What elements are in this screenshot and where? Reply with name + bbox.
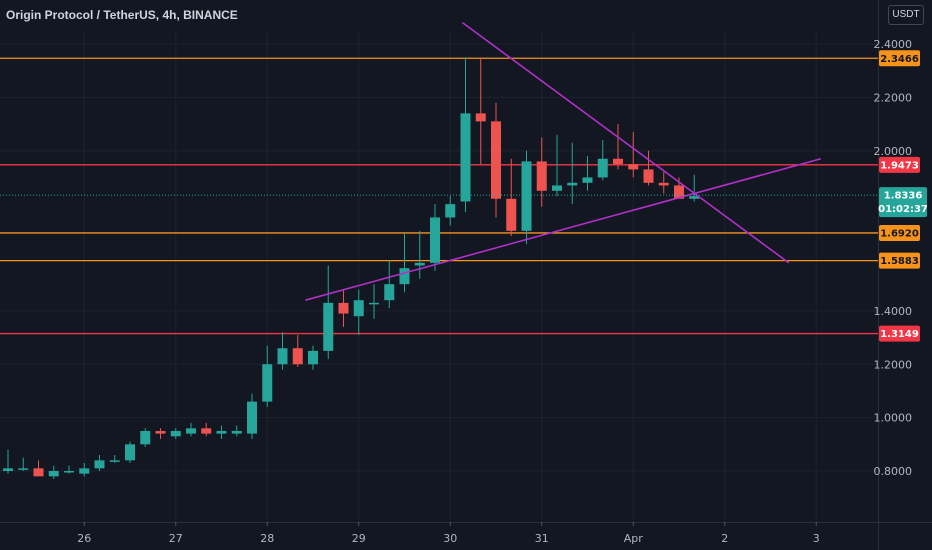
candle-body <box>475 113 486 122</box>
candle-body <box>64 471 74 473</box>
price-level-tag <box>879 224 920 241</box>
price-level-tag-label: 2.3466 <box>880 54 919 65</box>
candle-body <box>292 348 303 365</box>
candle-body <box>613 158 623 165</box>
candle-body <box>460 113 471 202</box>
candle-body <box>186 428 196 434</box>
candle-body <box>430 217 440 263</box>
currency-button[interactable]: USDT <box>888 5 924 25</box>
candle-body <box>491 121 501 199</box>
candle-body <box>170 430 181 437</box>
candle-body <box>414 262 425 266</box>
price-level-tag <box>879 50 920 67</box>
candle-body <box>231 430 242 434</box>
candle-body <box>277 348 288 365</box>
y-tick-label: 1.0000 <box>874 412 913 425</box>
y-tick-label: 1.4000 <box>874 305 913 318</box>
y-tick-label: 2.0000 <box>874 145 913 158</box>
candle-body <box>48 471 59 477</box>
candle-body <box>18 468 29 470</box>
candle-body <box>308 350 318 365</box>
candle-body <box>323 302 334 351</box>
candle-body <box>79 468 90 474</box>
candle-body <box>338 302 349 314</box>
candle-body <box>155 430 166 434</box>
x-tick-label: 29 <box>352 532 366 545</box>
price-level-tag <box>879 325 920 342</box>
candle-body <box>628 164 639 170</box>
candle-body <box>201 428 212 434</box>
trend-line <box>461 22 790 264</box>
candle-body <box>399 268 410 285</box>
x-tick-label: 26 <box>77 532 91 545</box>
candle-body <box>216 430 227 434</box>
x-tick-label: 3 <box>813 532 820 545</box>
x-tick-label: 30 <box>443 532 457 545</box>
candle-body <box>597 158 608 178</box>
candle-body <box>552 185 562 191</box>
candle-body <box>689 196 700 199</box>
trend-line <box>305 157 822 301</box>
candle-body <box>567 182 578 186</box>
x-tick-label: 31 <box>535 532 549 545</box>
candle-body <box>506 198 517 231</box>
candle-body <box>643 169 654 183</box>
symbol-title: Origin Protocol / TetherUS, 4h, BINANCE <box>6 8 238 22</box>
price-level-tag-label: 1.6920 <box>880 228 919 239</box>
candle-body <box>674 185 684 199</box>
x-tick-label: 28 <box>260 532 274 545</box>
x-tick-label: 2 <box>721 532 728 545</box>
candle-body <box>353 300 364 317</box>
candle-body <box>521 161 532 231</box>
candle-body <box>125 444 135 461</box>
candle-body <box>384 284 395 301</box>
candle-body <box>582 177 593 183</box>
price-level-tag <box>879 156 920 173</box>
y-tick-label: 2.4000 <box>874 38 913 51</box>
price-level-tag-label: 1.3149 <box>880 329 919 340</box>
candle-body <box>658 182 669 186</box>
candle-body <box>536 161 547 191</box>
y-tick-label: 1.2000 <box>874 358 913 371</box>
price-level-tag-label: 1.9473 <box>880 160 919 171</box>
candle-body <box>94 460 105 469</box>
x-tick-label: Apr <box>624 532 644 545</box>
countdown-label: 01:02:37 <box>878 204 928 215</box>
y-tick-label: 0.8000 <box>874 465 913 478</box>
candle-body <box>109 460 120 462</box>
candle-body <box>369 302 379 305</box>
candle-body <box>445 204 456 218</box>
candle-body <box>247 401 257 434</box>
candle-body <box>140 430 151 445</box>
candle-body <box>33 468 44 477</box>
candle-body <box>262 364 273 402</box>
last-price-tag <box>879 187 927 218</box>
x-tick-label: 27 <box>169 532 183 545</box>
last-price-label: 1.8336 <box>884 191 923 202</box>
price-level-tag-label: 1.5883 <box>880 256 919 267</box>
candle-body <box>3 468 13 471</box>
price-level-tag <box>879 252 920 269</box>
y-tick-label: 2.2000 <box>874 91 913 104</box>
